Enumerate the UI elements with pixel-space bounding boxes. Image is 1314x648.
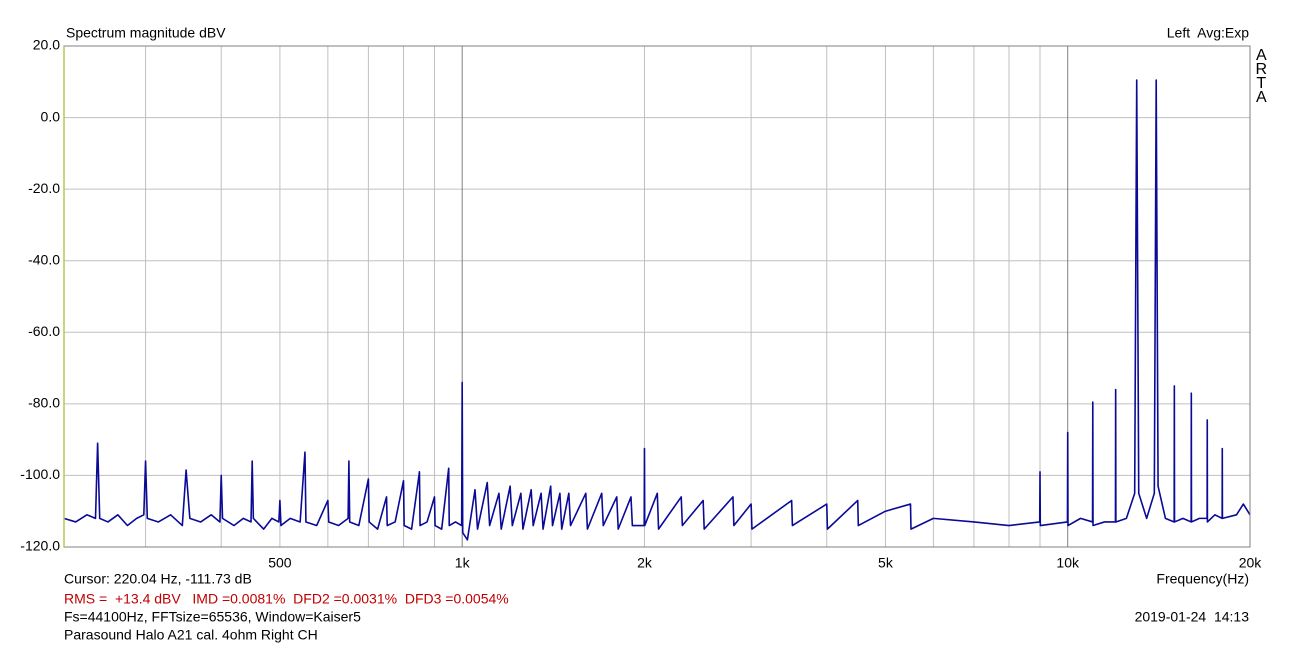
settings-info: Fs=44100Hz, FFTsize=65536, Window=Kaiser… (64, 609, 361, 625)
x-tick-label: 5k (878, 555, 894, 571)
x-tick-label: 1k (455, 555, 471, 571)
y-tick-label: -120.0 (20, 538, 60, 554)
x-tick-label: 10k (1056, 555, 1080, 571)
y-tick-label: 0.0 (41, 108, 61, 124)
timestamp: 2019-01-24 14:13 (1135, 609, 1250, 625)
spectrum-line (63, 79, 1251, 541)
plot (63, 79, 1251, 541)
y-tick-label: 20.0 (33, 37, 60, 53)
y-tick-label: -100.0 (20, 466, 60, 482)
y-tick-label: -80.0 (28, 395, 60, 411)
y-tick-label: -40.0 (28, 251, 60, 267)
cursor-info: Cursor: 220.04 Hz, -111.73 dB (64, 571, 252, 587)
y-tick-label: -20.0 (28, 180, 60, 196)
y-tick-label: -60.0 (28, 323, 60, 339)
watermark: ARTA (1253, 47, 1270, 103)
device-info: Parasound Halo A21 cal. 4ohm Right CH (64, 627, 318, 643)
measurements: RMS = +13.4 dBV IMD =0.0081% DFD2 =0.003… (64, 591, 509, 607)
x-tick-label: 500 (268, 555, 292, 571)
channel-info: Left Avg:Exp (1167, 25, 1249, 41)
x-axis-label: Frequency(Hz) (1156, 571, 1249, 587)
x-tick-label: 20k (1239, 555, 1263, 571)
x-tick-label: 2k (637, 555, 653, 571)
chart-title: Spectrum magnitude dBV (66, 25, 226, 41)
